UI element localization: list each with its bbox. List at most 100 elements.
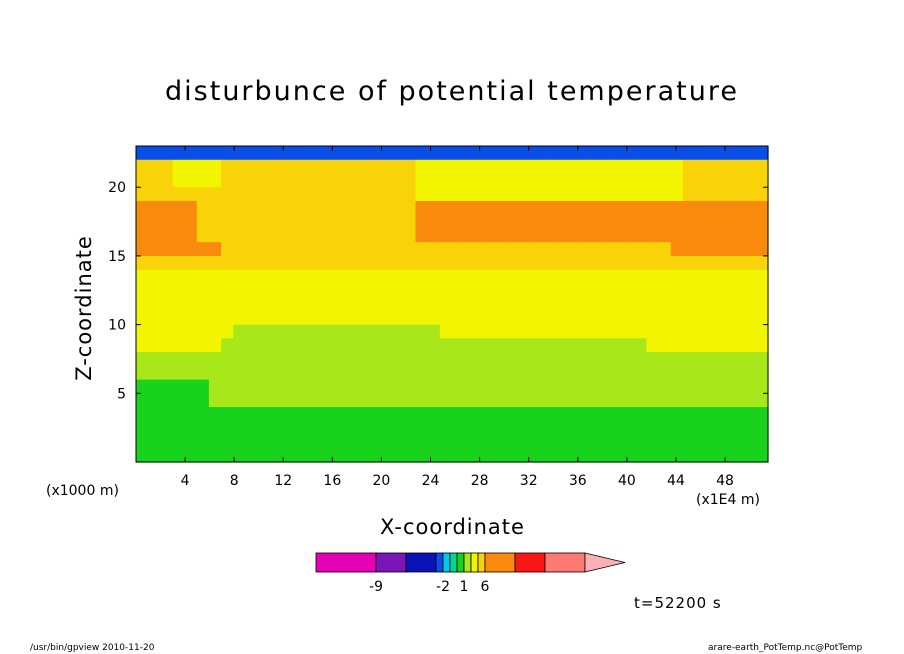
field-cell [488,407,502,422]
field-cell [221,283,234,298]
field-cell [597,448,611,463]
field-cell [148,297,161,312]
field-cell [354,352,368,367]
field-cell [452,269,465,284]
field-cell [512,310,526,326]
field-cell [415,255,429,271]
field-cell [731,420,745,436]
field-cell [208,200,222,216]
field-cell [354,365,368,381]
field-cell [233,448,246,463]
field-cell [403,420,417,436]
field-cell [670,146,684,161]
field-cell [184,379,198,394]
field-cell [196,352,210,367]
field-cell [561,407,575,422]
field-cell [682,324,696,339]
field-cell [196,214,210,230]
field-cell [415,297,429,312]
field-cell [184,448,198,463]
field-cell [160,448,174,463]
field-cell [306,365,319,381]
field-cell [172,269,186,284]
field-cell [512,324,526,339]
field-cell [658,393,672,408]
field-cell [233,173,246,188]
field-cell [512,187,526,202]
field-cell [682,420,696,436]
field-cell [439,173,453,188]
field-cell [160,214,174,230]
field-cell [354,393,368,408]
field-cell [585,200,599,216]
field-cell [306,187,319,202]
field-cell [330,200,344,216]
field-cell [573,269,587,284]
field-cell [452,407,465,422]
field-cell [379,310,392,326]
field-cell [682,338,696,353]
field-cell [585,352,599,367]
field-cell [707,283,720,298]
field-cell [342,297,356,312]
field-cell [561,242,575,257]
field-cell [294,324,307,339]
field-cell [731,365,745,381]
field-cell [585,187,599,202]
field-cell [208,338,222,353]
field-cell [561,393,575,408]
field-cell [719,407,733,422]
field-cell [707,420,720,436]
field-cell [269,338,283,353]
field-cell [221,448,234,463]
field-cell [439,407,453,422]
field-cell [294,283,307,298]
field-cell [330,310,344,326]
field-cell [549,269,562,284]
field-cell [755,420,769,436]
field-cell [610,407,623,422]
field-cell [464,393,477,408]
field-cell [172,407,186,422]
x-tick-label: 28 [471,473,489,489]
field-cell [257,146,271,161]
field-cell [695,200,708,216]
field-cell [585,420,599,436]
field-cell [476,379,490,394]
field-cell [281,393,295,408]
field-cell [585,214,599,230]
field-cell [695,393,708,408]
field-cell [719,146,733,161]
field-cell [537,200,550,216]
field-cell [379,324,392,339]
field-cell [622,393,635,408]
field-cell [415,379,429,394]
field-cell [464,159,477,175]
field-cell [415,365,429,381]
field-cell [281,352,295,367]
field-cell [573,228,587,243]
field-cell [452,146,465,161]
field-cell [561,255,575,271]
field-cell [342,283,356,298]
field-cell [330,448,344,463]
field-cell [488,283,502,298]
field-cell [719,379,733,394]
field-cell [427,310,441,326]
field-cell [136,173,149,188]
field-cell [439,420,453,436]
field-cell [561,200,575,216]
field-cell [196,159,210,175]
field-cell [549,214,562,230]
field-cell [464,448,477,463]
field-cell [148,393,161,408]
field-cell [269,200,283,216]
field-cell [233,228,246,243]
field-cell [184,269,198,284]
field-cell [160,324,174,339]
field-cell [658,283,672,298]
field-cell [646,269,660,284]
field-cell [682,407,696,422]
field-cell [670,393,684,408]
field-cell [646,255,660,271]
